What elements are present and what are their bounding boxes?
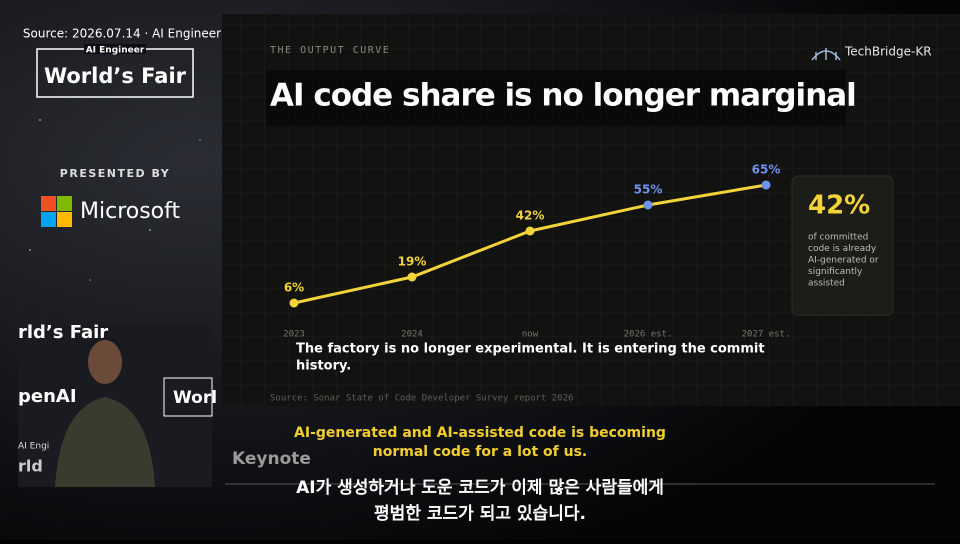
presented-by: PRESENTED BY — [60, 167, 170, 180]
x-tick-label: 2026 est. — [624, 330, 673, 340]
data-label: 6% — [284, 281, 304, 295]
stat-value: 42% — [808, 191, 870, 221]
x-tick-label: now — [522, 330, 539, 340]
data-label: 55% — [634, 183, 663, 197]
data-label: 19% — [398, 255, 427, 269]
x-tick-label: 2027 est. — [742, 330, 791, 340]
x-tick-label: 2024 — [401, 330, 423, 340]
source-label: Source: 2026.07.14 · AI Engineer — [23, 27, 221, 41]
data-point — [525, 226, 535, 236]
data-point — [289, 298, 299, 308]
chart: 2023 2024 now 2026 est. 2027 est. 6% 19% 42% 55%… — [283, 163, 790, 340]
subtitle-en: AI-generated and AI-assisted code is bec… — [294, 425, 666, 441]
stat-caption-line: code is already — [808, 244, 877, 254]
event-logo-gap — [84, 44, 146, 54]
brand: TechBridge-KR — [844, 45, 932, 59]
video-overlay: Keynote — [232, 449, 311, 469]
stat-caption-line: assisted — [808, 279, 845, 289]
brand-logo — [811, 48, 841, 61]
video-sign: rld — [18, 457, 43, 476]
slide-source: Source: Sonar State of Code Developer Su… — [270, 394, 573, 404]
stat-card — [791, 175, 894, 316]
data-label: 65% — [752, 163, 781, 177]
event-name: World’s Fair — [44, 64, 187, 88]
video-sign: penAI — [18, 386, 77, 407]
stat-caption-line: significantly — [808, 267, 863, 277]
subtitle-ko: 평범한 코드가 되고 있습니다. — [374, 504, 586, 524]
video-sign: rld’s Fair — [18, 322, 108, 343]
x-tick-label: 2023 — [283, 330, 305, 340]
video-sign: AI Engi — [18, 442, 49, 452]
stat-caption-line: of committed — [808, 233, 868, 243]
data-label: 42% — [516, 209, 545, 223]
sponsor: Microsoft — [80, 199, 180, 224]
data-point — [643, 200, 653, 210]
slide-kicker: THE OUTPUT CURVE — [270, 45, 390, 56]
title-backdrop — [266, 70, 846, 126]
data-point — [407, 272, 417, 282]
subtitle-ko: AI가 생성하거나 도운 코드가 이제 많은 사람들에게 — [296, 477, 664, 498]
data-point — [761, 180, 771, 190]
stat-caption-line: AI-generated or — [808, 256, 879, 266]
slide-note: history. — [296, 359, 351, 374]
microsoft-logo — [41, 196, 72, 227]
stars — [29, 119, 201, 281]
event-small: AI Engineer — [86, 46, 145, 56]
slide-note: The factory is no longer experimental. I… — [296, 342, 765, 357]
subtitle-en: normal code for a lot of us. — [373, 444, 588, 460]
video-sign-frame — [163, 377, 213, 417]
slide-title: AI code share is no longer marginal — [270, 78, 856, 114]
video-sign: Worl — [173, 388, 217, 408]
speaker — [55, 337, 155, 487]
